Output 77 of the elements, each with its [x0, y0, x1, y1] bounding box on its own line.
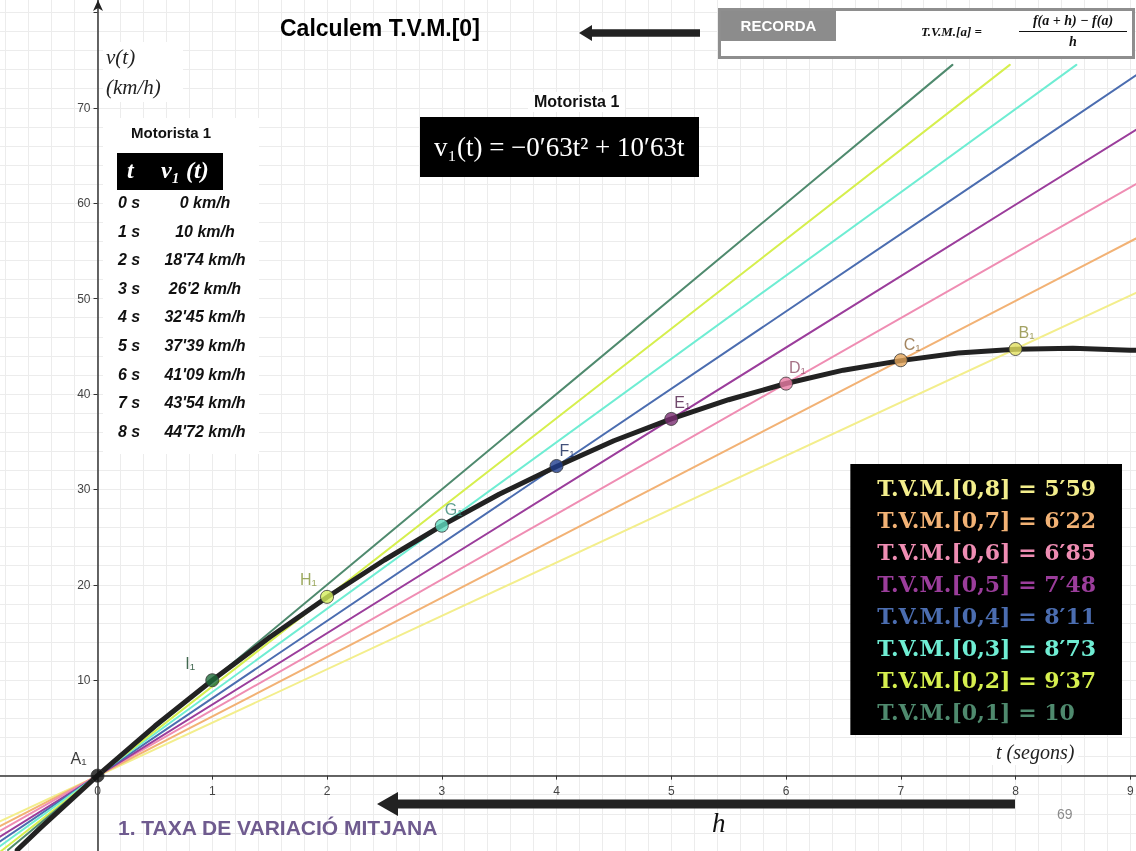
point	[779, 376, 794, 391]
annotation: RECORDA	[721, 11, 836, 41]
formula-box: v₁(t) = −0′63t² + 10′63t	[420, 117, 699, 177]
annotation: Motorista 1	[130, 124, 212, 141]
annotation: 44'72 km/h	[163, 422, 247, 441]
text: Calculem T.V.M.[0]	[280, 15, 480, 42]
annotation: 18'74 km/h	[163, 251, 247, 270]
data-label: C₁	[903, 335, 921, 353]
data-label: H₁	[300, 571, 317, 589]
annotation: 8 s	[118, 422, 141, 441]
text: T.V.M.[0,3] = 8′73	[877, 634, 1097, 661]
data-label: E₁	[674, 394, 691, 412]
annotation: 7 s	[118, 394, 141, 413]
x-tick-label: 6	[782, 783, 790, 798]
text: T.V.M.[0,7] = 6′22	[877, 506, 1097, 533]
x-axis-title: t (segons)	[992, 740, 1079, 765]
annotation: 69	[1057, 806, 1073, 822]
annotation: 1. TAXA DE VARIACIÓ MITJANA	[118, 816, 438, 840]
text: T.V.M.[0,4] = 8′11	[877, 602, 1097, 629]
x-tick-label: 5	[667, 783, 675, 798]
annotation: T.V.M.[a] =	[921, 24, 982, 40]
point	[90, 768, 105, 783]
y-tick-label: 20	[77, 577, 91, 592]
point	[434, 518, 449, 533]
annotation: 2 s	[118, 251, 141, 270]
annotation: 6 s	[118, 365, 141, 384]
data-label: F₁	[559, 441, 575, 459]
annotation: 1 s	[118, 222, 141, 241]
point	[549, 459, 564, 474]
y-tick-label: 70	[77, 100, 91, 115]
annotation: 37'39 km/h	[163, 337, 247, 355]
annotation: 0 km/h	[178, 194, 232, 212]
annotation: 0 s	[118, 194, 141, 212]
x-tick-label: 1	[208, 783, 216, 798]
annotation: 26'2 km/h	[167, 279, 243, 298]
annotation: 10 km/h	[174, 222, 236, 241]
annotation: 43'54 km/h	[163, 394, 247, 413]
annotation: f(a + h) − f(a)	[1019, 13, 1127, 32]
point	[205, 673, 220, 688]
x-tick-label: 7	[897, 783, 905, 798]
annotation: 5 s	[118, 337, 141, 355]
y-tick-label: 40	[77, 387, 91, 402]
annotation: h	[712, 808, 726, 839]
annotation: Motorista 1	[528, 92, 626, 112]
point	[664, 411, 679, 426]
data-label: I₁	[185, 654, 196, 672]
x-tick-label: 3	[438, 783, 446, 798]
table-header: t v₁ (t)	[117, 153, 223, 190]
y-tick-label: 50	[77, 291, 91, 306]
y-axis-title: v(t) (km/h)	[103, 42, 183, 102]
annotation: h	[1068, 34, 1078, 50]
x-tick-label: 2	[323, 783, 331, 798]
data-label: B₁	[1018, 324, 1035, 342]
annotation: 32'45 km/h	[163, 308, 247, 327]
annotation: 41'09 km/h	[163, 365, 247, 384]
point	[320, 589, 335, 604]
x-tick-label: 8	[1012, 783, 1020, 798]
point	[1008, 341, 1023, 356]
text: T.V.M.[0,8] = 5′59	[877, 474, 1097, 501]
x-tick-label: 4	[553, 783, 561, 798]
annotation: v₁ (t)	[161, 157, 209, 184]
annotation: v₁(t) = −0′63t² + 10′63t	[434, 131, 685, 164]
annotation: t	[127, 157, 134, 184]
y-tick-label: 60	[77, 196, 91, 211]
text: T.V.M.[0,5] = 7′48	[877, 570, 1097, 597]
annotation: 3 s	[118, 279, 141, 298]
data-label: G₁	[444, 501, 463, 519]
text: T.V.M.[0,6] = 6′85	[877, 538, 1097, 565]
annotation: 4 s	[118, 308, 141, 327]
point	[893, 353, 908, 368]
data-label: A₁	[70, 750, 87, 768]
x-tick-label: 9	[1126, 783, 1134, 798]
data-label: D₁	[789, 359, 806, 377]
text: T.V.M.[0,2] = 9′37	[877, 666, 1097, 693]
text: T.V.M.[0,1] = 10	[877, 698, 1075, 725]
y-tick-label: 10	[77, 673, 91, 688]
y-tick-label: 30	[77, 482, 91, 497]
